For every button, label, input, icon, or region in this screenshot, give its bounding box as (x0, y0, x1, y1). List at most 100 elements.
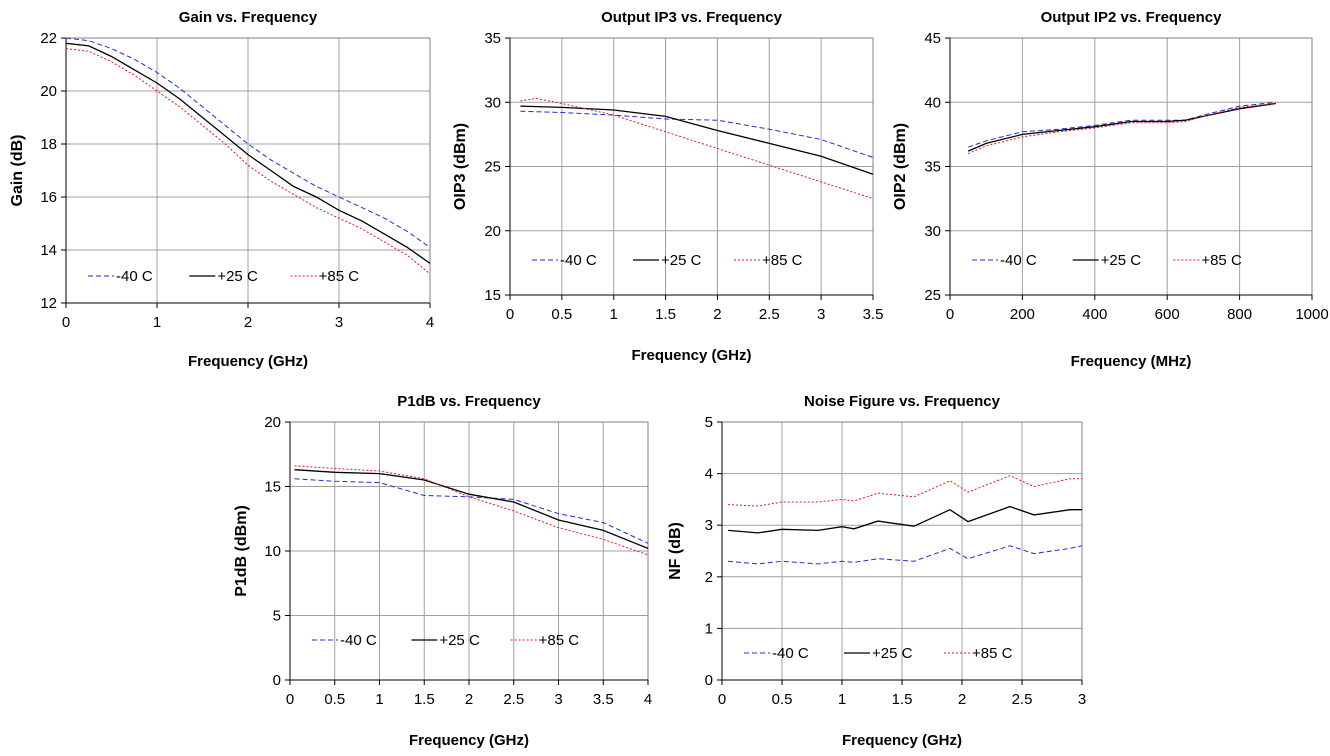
y-tick-label: 45 (924, 30, 941, 47)
chart-title: P1dB vs. Frequency (397, 393, 541, 410)
x-tick-label: 800 (1227, 306, 1252, 323)
series-line-1 (520, 110, 874, 158)
series-line-3 (520, 97, 874, 200)
x-tick-label: 1 (375, 691, 383, 708)
x-tick-label: 3 (554, 691, 562, 708)
y-tick-label: 15 (484, 287, 501, 304)
legend-label: +85 C (762, 252, 803, 269)
x-tick-label: 2 (244, 314, 252, 331)
series-line-1 (967, 101, 1276, 148)
series-line-2 (294, 469, 649, 550)
x-tick-label: 1 (153, 314, 161, 331)
y-tick-label: 20 (40, 83, 57, 100)
legend-label: -40 C (772, 645, 809, 662)
series-line-1 (294, 478, 649, 544)
y-tick-label: 3 (705, 517, 713, 534)
y-tick-label: 10 (264, 543, 281, 560)
x-tick-label: 2.5 (503, 691, 524, 708)
series-line-1 (727, 545, 1083, 565)
legend-label: +25 C (872, 645, 913, 662)
x-tick-label: 0 (718, 691, 726, 708)
y-tick-label: 22 (40, 30, 57, 47)
x-tick-label: 600 (1155, 306, 1180, 323)
chart-title: Output IP2 vs. Frequency (1041, 9, 1223, 26)
x-tick-label: 200 (1010, 306, 1035, 323)
chart-nf: 0 0.5 1 1.5 2 2.5 3 0 1 2 3 4 5 Noise Figure vs. Freq… (667, 393, 1086, 749)
x-tick-label: 3 (817, 306, 825, 323)
series-line-2 (65, 42, 431, 264)
x-tick-label: 400 (1082, 306, 1107, 323)
x-tick-label: 2.5 (1012, 691, 1033, 708)
legend-label: -40 C (1000, 252, 1037, 269)
x-tick-label: 0.5 (551, 306, 572, 323)
legend-label: +25 C (1101, 252, 1142, 269)
chart-p1db: 0 0.5 1 1.5 2 2.5 3 3.5 4 0 5 10 15 20 P1dB vs. Freque… (233, 393, 652, 749)
y-tick-label: 1 (705, 620, 713, 637)
y-tick-label: 5 (273, 608, 281, 625)
legend-label: +25 C (217, 268, 258, 285)
x-tick-label: 1 (610, 306, 618, 323)
x-tick-label: 3.5 (593, 691, 614, 708)
x-axis-label: Frequency (GHz) (842, 732, 962, 749)
x-tick-label: 0.5 (772, 691, 793, 708)
legend-label: +25 C (661, 252, 702, 269)
x-tick-label: 3 (335, 314, 343, 331)
legend-label: -40 C (116, 268, 153, 285)
y-tick-label: 40 (924, 94, 941, 111)
y-tick-label: 30 (484, 94, 501, 111)
x-tick-label: 0 (506, 306, 514, 323)
x-axis-label: Frequency (GHz) (188, 353, 308, 370)
legend-label: +85 C (1201, 252, 1242, 269)
x-tick-label: 4 (644, 691, 652, 708)
x-tick-label: 1.5 (655, 306, 676, 323)
y-tick-label: 0 (273, 672, 281, 689)
x-tick-label: 2 (465, 691, 473, 708)
chart-title: Gain vs. Frequency (179, 9, 318, 26)
x-tick-label: 3 (1078, 691, 1086, 708)
y-tick-label: 35 (924, 159, 941, 176)
legend-label: -40 C (340, 632, 377, 649)
y-tick-label: 5 (705, 414, 713, 431)
y-tick-label: 16 (40, 189, 57, 206)
y-tick-label: 12 (40, 295, 57, 312)
series-line-3 (65, 48, 431, 275)
x-tick-label: 2 (713, 306, 721, 323)
x-tick-label: 0 (286, 691, 294, 708)
legend-label: +85 C (972, 645, 1013, 662)
x-tick-label: 1000 (1295, 306, 1328, 323)
chart-oip3: 0 0.5 1 1.5 2 2.5 3 3.5 15 20 25 30 35 Output IP3 vs.… (452, 9, 883, 364)
series-line-1 (65, 37, 431, 248)
y-axis-label: OIP2 (dBm) (892, 123, 909, 210)
y-tick-label: 30 (924, 223, 941, 240)
series-line-2 (967, 102, 1276, 152)
y-tick-label: 14 (40, 242, 57, 259)
y-tick-label: 0 (705, 672, 713, 689)
chart-title: Noise Figure vs. Frequency (804, 393, 1001, 410)
y-tick-label: 18 (40, 136, 57, 153)
legend-label: +25 C (439, 632, 480, 649)
y-tick-label: 35 (484, 30, 501, 47)
series-line-3 (727, 475, 1082, 507)
y-tick-label: 25 (484, 159, 501, 176)
series-line-2 (727, 505, 1082, 534)
x-axis-label: Frequency (GHz) (631, 347, 751, 364)
series-line-3 (294, 465, 649, 556)
chart-title: Output IP3 vs. Frequency (601, 9, 783, 26)
x-axis-label: Frequency (GHz) (409, 732, 529, 749)
y-axis-label: OIP3 (dBm) (452, 123, 469, 210)
x-tick-label: 2 (958, 691, 966, 708)
y-axis-label: Gain (dB) (9, 135, 26, 207)
x-tick-label: 0 (62, 314, 70, 331)
y-axis-label: NF (dB) (667, 522, 684, 580)
x-tick-label: 1.5 (892, 691, 913, 708)
y-tick-label: 25 (924, 287, 941, 304)
y-tick-label: 4 (705, 466, 713, 483)
x-tick-label: 1 (838, 691, 846, 708)
legend-label: +85 C (539, 632, 580, 649)
x-tick-label: 0.5 (324, 691, 345, 708)
y-tick-label: 15 (264, 479, 281, 496)
legend-label: +85 C (319, 268, 360, 285)
y-tick-label: 20 (264, 414, 281, 431)
x-axis-label: Frequency (MHz) (1071, 353, 1192, 370)
